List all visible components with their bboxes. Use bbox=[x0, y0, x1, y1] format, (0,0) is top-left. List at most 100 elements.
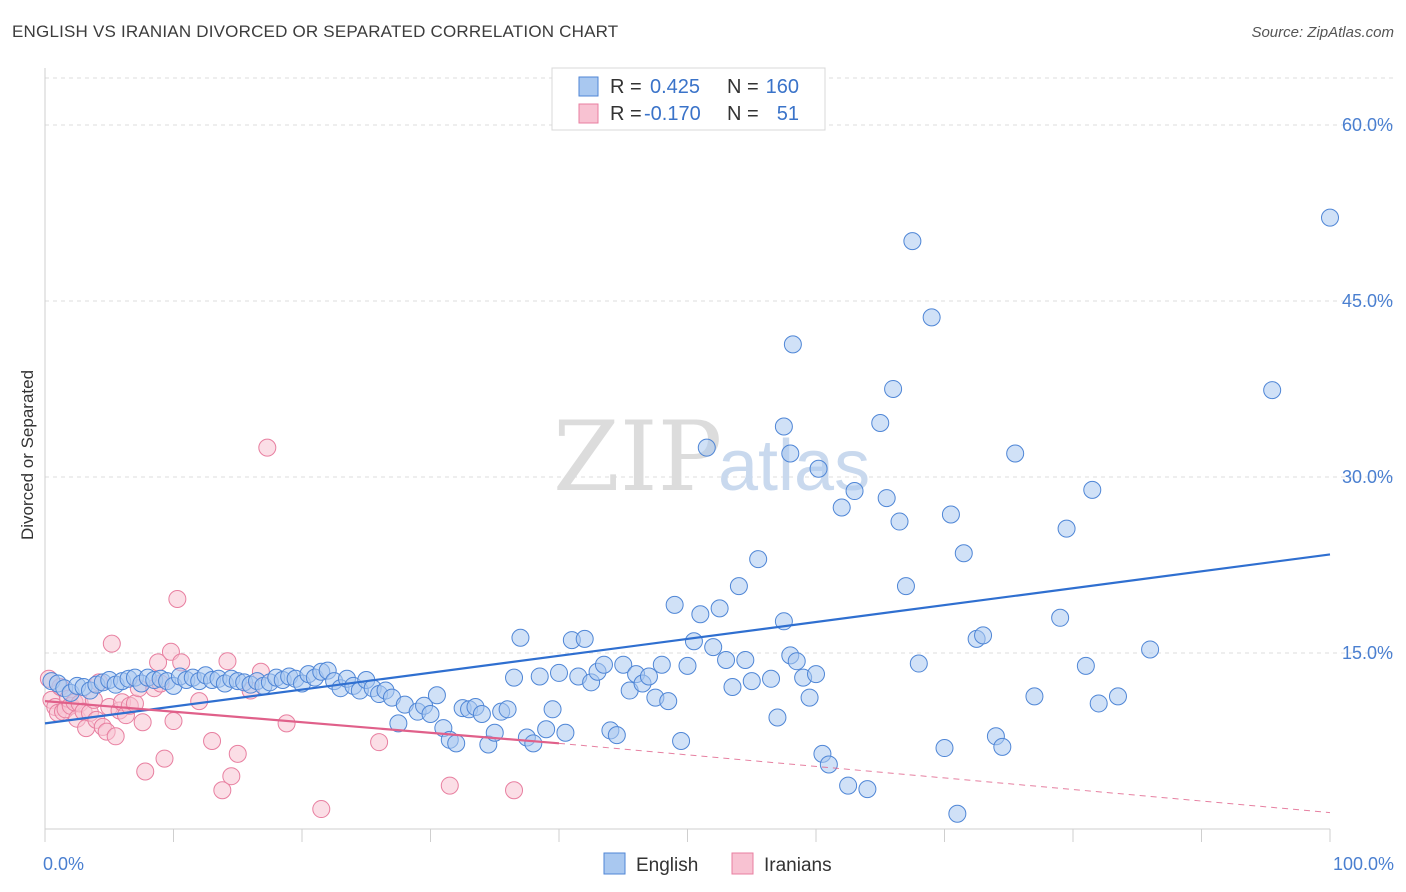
english-point-104 bbox=[723, 678, 742, 697]
english-point-76 bbox=[537, 720, 556, 739]
bottom-legend: English Iranians bbox=[603, 852, 832, 876]
english-point-142 bbox=[1057, 519, 1076, 538]
english-point-121 bbox=[845, 482, 864, 501]
legend-swatch-iranians bbox=[578, 103, 599, 124]
english-point-71 bbox=[505, 668, 524, 687]
iranians-point-34 bbox=[155, 749, 174, 768]
english-point-110 bbox=[768, 708, 787, 727]
english-point-153 bbox=[809, 459, 828, 478]
english-point-78 bbox=[550, 663, 568, 682]
iranians-trend-extension bbox=[558, 742, 1331, 814]
legend-n-label-english: N = bbox=[727, 76, 759, 98]
y-tick-label-3: 60.0% bbox=[1342, 115, 1393, 135]
iranians-point-40 bbox=[203, 731, 222, 750]
iranians-point-48 bbox=[277, 714, 296, 733]
english-point-140 bbox=[1025, 687, 1044, 706]
iranians-point-47 bbox=[258, 438, 277, 457]
english-point-74 bbox=[524, 734, 543, 753]
iranians-point-29 bbox=[133, 713, 152, 732]
legend-box: R = 0.425 N = 160 R = -0.170 N = 51 bbox=[551, 67, 826, 131]
iranians-point-42 bbox=[218, 652, 237, 671]
english-point-150 bbox=[783, 335, 802, 354]
english-point-148 bbox=[1263, 381, 1282, 400]
english-point-109 bbox=[762, 669, 781, 688]
y-tick-label-0: 15.0% bbox=[1342, 643, 1393, 663]
english-point-118 bbox=[819, 755, 838, 774]
bottom-legend-english: English bbox=[636, 855, 698, 876]
y-tick-label-2: 45.0% bbox=[1342, 291, 1393, 311]
english-point-134 bbox=[954, 544, 973, 563]
english-point-124 bbox=[877, 489, 896, 508]
english-point-149 bbox=[1321, 208, 1339, 227]
legend-n-label-iranians: N = bbox=[727, 103, 759, 125]
watermark-zip: ZIP bbox=[553, 401, 722, 513]
watermark: ZIP atlas bbox=[553, 401, 870, 513]
chart-title: ENGLISH VS IRANIAN DIVORCED OR SEPARATED… bbox=[12, 22, 619, 41]
iranians-point-43 bbox=[222, 767, 241, 786]
english-point-120 bbox=[839, 776, 858, 795]
english-point-133 bbox=[948, 804, 967, 823]
english-point-146 bbox=[1108, 687, 1127, 706]
english-point-79 bbox=[556, 723, 575, 742]
english-point-128 bbox=[903, 232, 922, 251]
iranians-point-44 bbox=[228, 744, 247, 763]
legend-r-label-iranians: R = bbox=[610, 103, 642, 125]
english-point-107 bbox=[742, 672, 761, 691]
english-point-123 bbox=[871, 413, 890, 432]
english-point-70 bbox=[498, 700, 517, 719]
english-point-94 bbox=[652, 655, 671, 674]
english-point-58 bbox=[421, 705, 440, 724]
english-point-152 bbox=[781, 444, 800, 463]
bottom-legend-iranians: Iranians bbox=[764, 855, 832, 876]
english-point-145 bbox=[1089, 694, 1108, 713]
legend-n-value-english: 160 bbox=[766, 76, 799, 98]
english-point-77 bbox=[543, 700, 562, 719]
english-point-99 bbox=[684, 632, 703, 651]
bottom-legend-swatch-iranians bbox=[731, 852, 754, 875]
x-tick-label-min: 0.0% bbox=[43, 854, 84, 874]
iranians-point-50 bbox=[370, 733, 389, 752]
source-label: Source: ZipAtlas.com bbox=[1251, 24, 1394, 41]
english-point-138 bbox=[993, 737, 1012, 756]
iranians-series bbox=[39, 438, 524, 819]
english-point-102 bbox=[710, 599, 729, 618]
iranians-point-30 bbox=[136, 762, 155, 781]
english-point-113 bbox=[787, 652, 806, 671]
english-point-147 bbox=[1141, 640, 1160, 659]
legend-r-label-english: R = bbox=[610, 76, 642, 98]
legend-r-value-english: 0.425 bbox=[650, 76, 700, 98]
english-series bbox=[42, 208, 1339, 823]
english-point-125 bbox=[884, 379, 903, 398]
english-point-101 bbox=[704, 638, 723, 657]
iranians-point-39 bbox=[190, 692, 209, 711]
english-point-130 bbox=[922, 308, 941, 327]
iranians-trend-line bbox=[44, 699, 560, 745]
watermark-atlas: atlas bbox=[718, 426, 870, 506]
english-point-115 bbox=[800, 688, 819, 707]
iranians-point-21 bbox=[102, 634, 121, 653]
english-trend-line bbox=[44, 553, 1331, 725]
english-point-131 bbox=[935, 739, 954, 758]
english-point-129 bbox=[909, 654, 928, 673]
english-point-141 bbox=[1051, 608, 1070, 627]
english-point-85 bbox=[594, 655, 613, 674]
english-point-97 bbox=[672, 731, 691, 750]
english-point-103 bbox=[717, 651, 736, 670]
english-point-92 bbox=[639, 667, 658, 686]
english-point-62 bbox=[447, 734, 466, 753]
english-point-127 bbox=[896, 577, 915, 596]
iranians-point-41 bbox=[213, 781, 232, 800]
y-tick-label-1: 30.0% bbox=[1342, 467, 1393, 487]
english-point-88 bbox=[614, 655, 633, 674]
iranians-point-49 bbox=[312, 800, 331, 819]
english-point-82 bbox=[575, 629, 594, 648]
english-point-95 bbox=[659, 692, 678, 711]
english-point-154 bbox=[697, 438, 716, 457]
grid-lines bbox=[45, 77, 1394, 654]
legend-r-value-iranians: -0.170 bbox=[644, 103, 701, 125]
english-point-75 bbox=[530, 667, 549, 686]
english-point-98 bbox=[678, 656, 697, 675]
trend-lines bbox=[44, 553, 1331, 814]
iranians-point-22 bbox=[106, 727, 125, 746]
